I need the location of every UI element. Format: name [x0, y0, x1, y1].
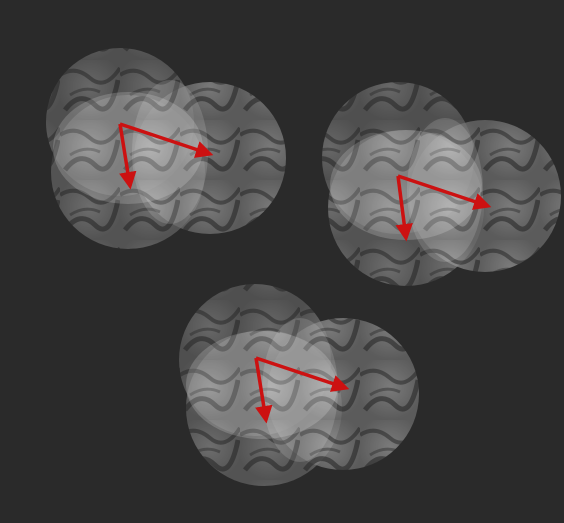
- top-left-group: [46, 48, 286, 249]
- arrow-vertical: [118, 123, 137, 190]
- arrow-vertical: [254, 357, 273, 424]
- disc-highlight: [330, 130, 482, 240]
- disc-highlight: [53, 92, 203, 204]
- arrow-horizontal: [119, 122, 214, 158]
- arrow-horizontal: [397, 174, 492, 210]
- disc-right: [134, 82, 286, 234]
- disc-highlight-inner: [132, 80, 208, 224]
- disc-right: [267, 318, 419, 470]
- arrow-vertical: [395, 175, 413, 242]
- disc-highlight-inner: [262, 318, 338, 462]
- arrow-horizontal: [255, 356, 350, 392]
- bottom-group: [179, 284, 419, 486]
- top-right-group: [322, 82, 561, 286]
